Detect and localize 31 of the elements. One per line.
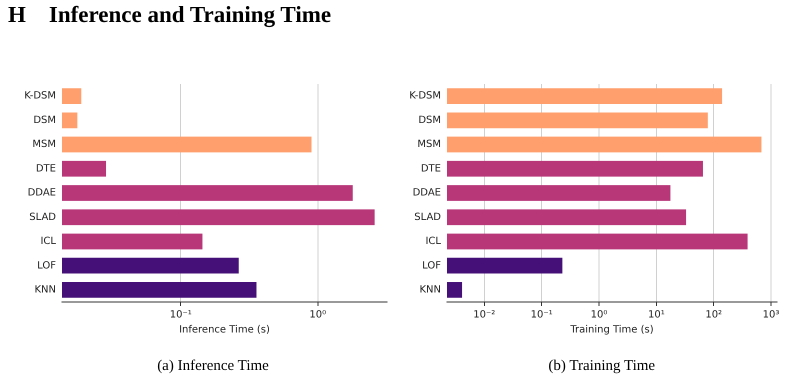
y-tick-label: K-DSM [409, 90, 441, 102]
y-tick-label: KNN [419, 284, 441, 296]
y-tick-label: DTE [420, 163, 441, 174]
y-tick-label: ICL [425, 236, 442, 248]
y-tick-label: MSM [417, 139, 441, 150]
x-axis-title: Training Time (s) [569, 324, 654, 336]
y-tick-label: DSM [418, 114, 441, 126]
y-tick-label: K-DSM [24, 90, 56, 102]
x-axis-title: Inference Time (s) [179, 324, 270, 336]
y-tick-label: DTE [36, 163, 56, 174]
x-tick-label: 10⁻¹ [530, 310, 553, 321]
y-tick-label: ICL [40, 236, 56, 248]
y-tick-label: DDAE [28, 188, 56, 199]
y-tick-label: DSM [33, 114, 56, 126]
y-tick-label: SLAD [29, 212, 56, 223]
y-tick-label: SLAD [414, 212, 442, 223]
x-tick-label: 10⁻² [473, 310, 496, 321]
x-tick-label: 10⁻¹ [170, 310, 192, 321]
y-tick-label: LOF [37, 260, 56, 272]
y-tick-label: LOF [422, 260, 442, 272]
x-tick-label: 10³ [762, 310, 780, 321]
y-tick-label: DDAE [412, 188, 441, 199]
x-tick-label: 10⁰ [309, 310, 326, 321]
text: (a) Inference Time [156, 358, 270, 375]
text: (b) Training Time [547, 358, 656, 375]
x-tick-label: 10² [705, 310, 722, 321]
x-tick-label: 10⁰ [590, 310, 608, 321]
chart-title: H Inference and Training Time [8, 2, 332, 28]
y-tick-label: MSM [32, 139, 56, 150]
x-tick-label: 10¹ [648, 310, 665, 321]
y-tick-label: KNN [34, 284, 56, 296]
